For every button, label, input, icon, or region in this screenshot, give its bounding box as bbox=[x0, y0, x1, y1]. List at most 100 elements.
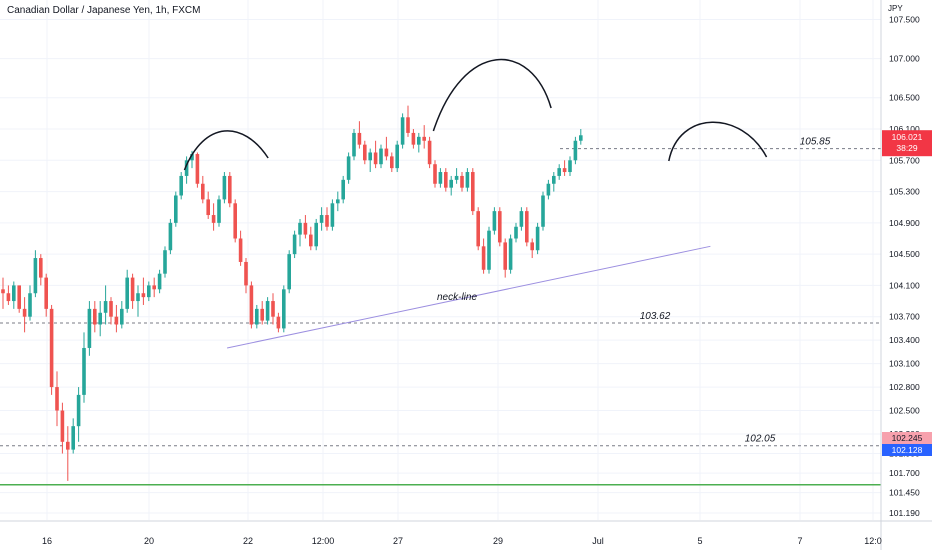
candle-body bbox=[433, 164, 437, 184]
candle-body bbox=[179, 175, 183, 196]
candle-body bbox=[368, 152, 372, 161]
candle-body bbox=[255, 308, 259, 325]
candle-body bbox=[325, 215, 329, 227]
y-tick-label: 107.000 bbox=[889, 54, 920, 64]
candle-body bbox=[12, 285, 16, 302]
candle-body bbox=[384, 148, 389, 157]
y-tick-label: 104.500 bbox=[889, 249, 920, 259]
candle-body bbox=[22, 308, 27, 317]
last-price-countdown: 38:29 bbox=[896, 143, 918, 153]
candle-body bbox=[163, 250, 167, 274]
candle-body bbox=[390, 156, 394, 169]
x-tick-label: Jul bbox=[592, 536, 604, 546]
candle-body bbox=[276, 316, 281, 329]
candle-body bbox=[125, 277, 129, 309]
price-tag bbox=[882, 444, 932, 456]
candle-body bbox=[444, 172, 448, 188]
candle-body bbox=[287, 254, 291, 290]
candle-body bbox=[157, 273, 162, 290]
candle-body bbox=[190, 154, 194, 161]
candle-body bbox=[39, 258, 43, 278]
grid bbox=[0, 0, 881, 520]
candle-body bbox=[579, 135, 583, 141]
y-tick-label: 103.400 bbox=[889, 335, 920, 345]
candle-body bbox=[33, 258, 38, 294]
y-tick-label: 103.100 bbox=[889, 359, 920, 369]
candle-body bbox=[120, 308, 124, 325]
price-tag-value: 102.128 bbox=[892, 445, 923, 455]
price-tag bbox=[882, 432, 932, 444]
candle-body bbox=[357, 132, 362, 145]
candle-body bbox=[147, 285, 151, 298]
y-tick-label: 104.100 bbox=[889, 280, 920, 290]
candle-body bbox=[422, 136, 426, 141]
candle-body bbox=[282, 289, 286, 329]
price-axis[interactable]: 107.500 107.000 106.500 106.100 105.700 105.3… bbox=[880, 0, 920, 550]
x-tick-label: 7 bbox=[797, 536, 802, 546]
y-tick-label: 102.800 bbox=[889, 382, 920, 392]
candle-body bbox=[487, 230, 491, 270]
candle-body bbox=[519, 211, 524, 227]
candle-body bbox=[222, 175, 227, 200]
candle-body bbox=[6, 293, 11, 302]
horizontal-levels: 105.85 103.62 102.05 bbox=[0, 137, 881, 486]
candle-body bbox=[309, 234, 313, 247]
y-tick-label: 106.500 bbox=[889, 93, 920, 103]
y-tick-label: 105.700 bbox=[889, 155, 920, 165]
candle-body bbox=[249, 285, 254, 325]
y-tick-label: 103.700 bbox=[889, 312, 920, 322]
candle-body bbox=[481, 246, 486, 270]
candle-body bbox=[260, 308, 264, 321]
left-shoulder-arc bbox=[183, 130, 269, 171]
candle-body bbox=[114, 316, 119, 325]
right-shoulder-arc bbox=[668, 121, 768, 162]
candle-body bbox=[184, 160, 189, 176]
time-axis[interactable]: 16 20 22 12:00 27 29 Jul 5 7 12:0 bbox=[0, 520, 932, 546]
y-tick-label: 101.450 bbox=[889, 488, 920, 498]
head-arc bbox=[432, 58, 552, 132]
x-tick-label: 16 bbox=[42, 536, 52, 546]
candle-body bbox=[552, 175, 556, 184]
candle-body bbox=[238, 238, 243, 262]
y-tick-label: 105.300 bbox=[889, 187, 920, 197]
candle-body bbox=[49, 308, 54, 388]
candle-body bbox=[244, 261, 248, 286]
candle-body bbox=[535, 226, 540, 251]
candle-body bbox=[460, 175, 464, 188]
candle-body bbox=[1, 289, 5, 294]
x-tick-label: 27 bbox=[393, 536, 403, 546]
chart-title: Canadian Dollar / Japanese Yen, 1h, FXCM bbox=[7, 5, 201, 16]
x-tick-label: 12:00 bbox=[312, 536, 335, 546]
candle-body bbox=[71, 426, 75, 450]
candle-body bbox=[330, 203, 335, 227]
candle-body bbox=[363, 144, 367, 161]
candle-body bbox=[541, 195, 545, 227]
candle-body bbox=[546, 183, 551, 196]
candle-body bbox=[573, 140, 578, 161]
candle-body bbox=[217, 199, 221, 223]
candle-body bbox=[98, 312, 102, 325]
candle-body bbox=[152, 285, 156, 290]
candle-body bbox=[341, 179, 345, 200]
candle-body bbox=[174, 195, 178, 223]
y-tick-label: 101.190 bbox=[889, 508, 920, 518]
candle-body bbox=[103, 301, 108, 313]
candle-body bbox=[417, 136, 421, 145]
candle-body bbox=[406, 117, 410, 133]
currency-label: JPY bbox=[888, 4, 903, 13]
candle-body bbox=[530, 242, 534, 251]
candle-body bbox=[87, 308, 92, 348]
last-price-value: 106.021 bbox=[892, 132, 923, 142]
candle-body bbox=[141, 293, 146, 298]
candle-body bbox=[201, 183, 205, 200]
candle-body bbox=[449, 179, 453, 188]
candle-body bbox=[395, 144, 399, 169]
drawings: neck-line bbox=[183, 58, 768, 349]
candle-body bbox=[568, 160, 572, 173]
candle-body bbox=[60, 410, 65, 442]
candle-body bbox=[503, 242, 507, 270]
y-tick-label: 106.100 bbox=[889, 124, 920, 134]
candle-body bbox=[525, 211, 529, 243]
